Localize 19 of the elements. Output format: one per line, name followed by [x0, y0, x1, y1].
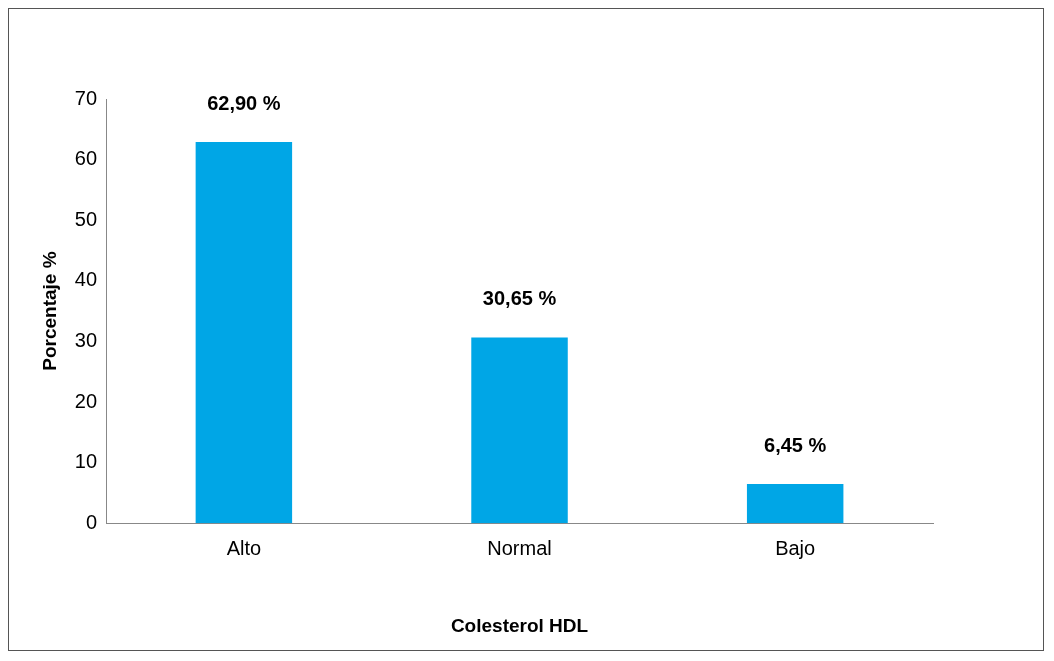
data-label: 6,45 %	[764, 433, 827, 456]
y-tick-label: 30	[74, 328, 98, 351]
x-tick-label: Normal	[487, 536, 552, 559]
y-tick-label: 20	[74, 389, 98, 412]
y-tick-label: 0	[85, 510, 98, 533]
x-axis-title: Colesterol HDL	[450, 614, 589, 636]
y-tick-label: 70	[74, 86, 98, 109]
y-tick-label: 40	[74, 268, 98, 291]
x-tick-label: Alto	[226, 536, 262, 559]
y-tick-label: 10	[74, 450, 98, 473]
data-label: 30,65 %	[482, 286, 557, 309]
y-tick-label: 50	[74, 207, 98, 230]
x-tick-label: Bajo	[775, 536, 816, 559]
bar	[471, 337, 568, 524]
y-tick-label: 60	[74, 147, 98, 170]
y-axis-title: Porcentaje %	[38, 251, 60, 371]
bar	[195, 142, 293, 524]
data-label: 62,90 %	[207, 91, 281, 114]
bar	[746, 484, 844, 524]
